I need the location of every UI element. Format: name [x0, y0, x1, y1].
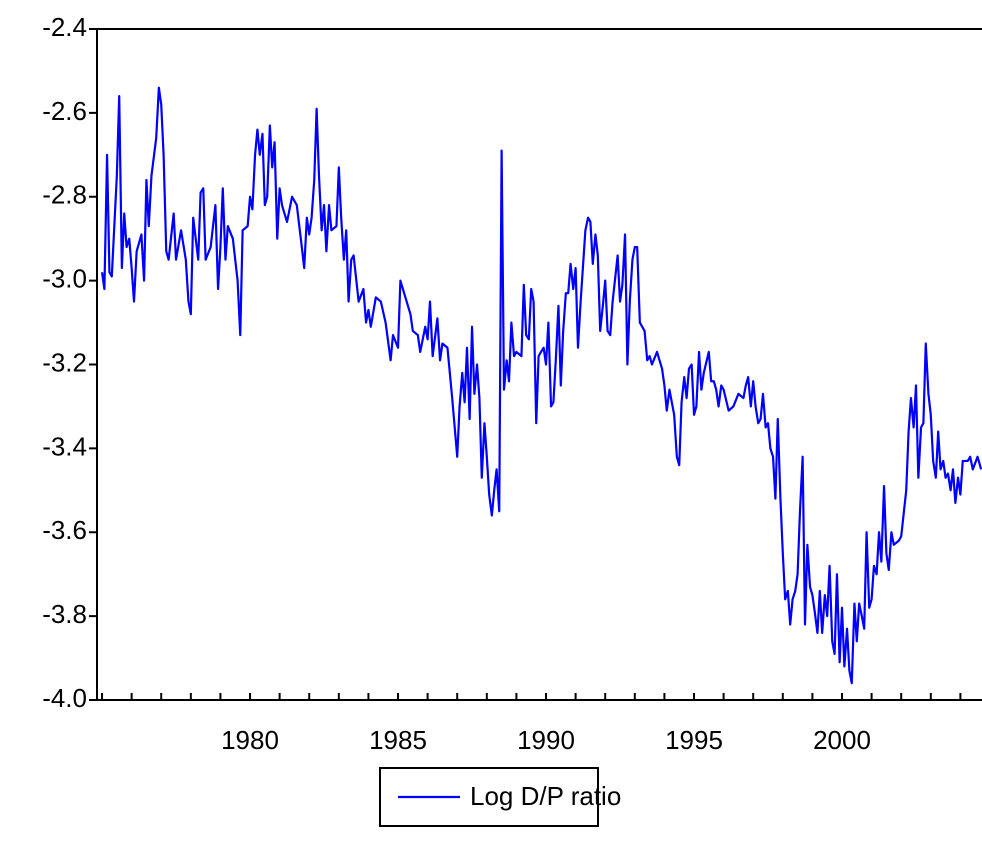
- x-tick-label: 2000: [813, 725, 871, 755]
- y-tick-label: -3.0: [42, 264, 87, 294]
- y-tick-label: -2.8: [42, 180, 87, 210]
- y-tick-label: -4.0: [42, 683, 87, 713]
- data-line: [100, 86, 982, 685]
- y-tick-label: -3.8: [42, 599, 87, 629]
- y-tick-label: -3.4: [42, 431, 87, 461]
- y-tick-label: -3.6: [42, 515, 87, 545]
- y-tick-label: -3.2: [42, 347, 87, 377]
- x-tick-label: 1990: [517, 725, 575, 755]
- x-tick-label: 1995: [665, 725, 723, 755]
- legend-label: Log D/P ratio: [470, 781, 621, 811]
- y-tick-label: -2.4: [42, 12, 87, 42]
- x-tick-label: 1980: [221, 725, 279, 755]
- y-tick-label: -2.6: [42, 96, 87, 126]
- x-tick-label: 1985: [369, 725, 427, 755]
